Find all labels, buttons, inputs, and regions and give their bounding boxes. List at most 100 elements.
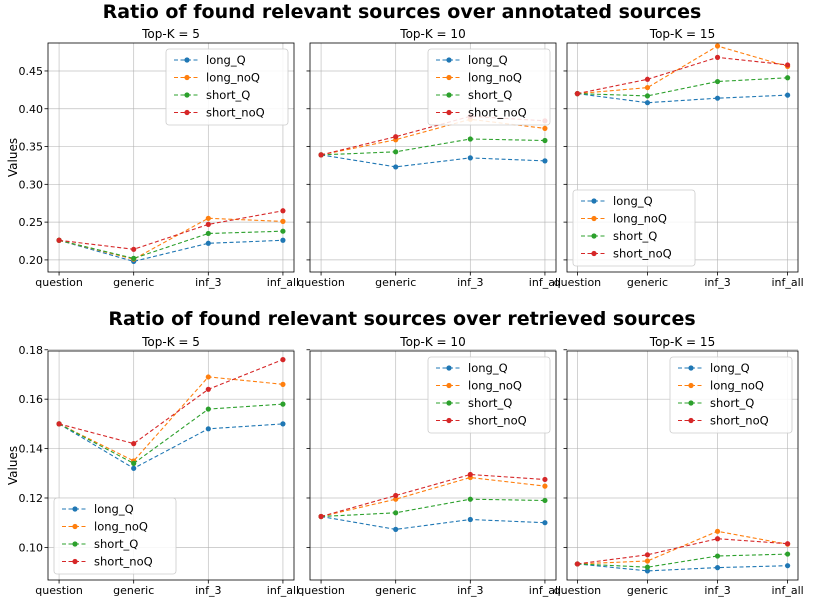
data-point-short_noQ [574,91,580,97]
series-line-short_Q [577,553,788,568]
legend-swatch-marker [446,382,452,389]
legend-swatch-marker [688,365,694,371]
data-point-short_noQ [56,237,62,243]
x-tick-label: inf_all [267,584,299,597]
data-point-short_noQ [467,471,473,478]
legend-swatch-marker [591,198,597,204]
legend: long_Q long_noQ short_Q short_noQ [572,189,696,267]
legend-label: long_noQ [613,212,667,226]
data-point-short_Q [131,460,137,467]
legend-swatch-marker [591,233,597,239]
data-point-short_Q [393,149,399,155]
legend-swatch-marker [688,417,694,424]
x-tick-label: generic [627,276,668,289]
axes-frame [309,350,557,581]
legend: long_Q long_noQ short_Q short_noQ [165,48,289,126]
data-point-long_noQ [714,528,721,534]
subplot-title: Top-K = 15 [649,27,715,41]
legend-label: long_Q [468,53,508,67]
data-point-long_noQ [280,381,286,387]
legend-box [669,356,793,434]
data-point-long_Q [785,563,791,569]
legend-swatch-marker [184,92,190,98]
legend-swatch-marker [446,109,452,116]
legend-label: long_Q [710,361,750,375]
legend-swatch-marker [446,92,452,98]
data-point-long_Q [467,516,473,523]
data-point-short_noQ [393,134,399,140]
legend-label: short_Q [468,396,512,410]
legend-label: short_noQ [94,555,153,569]
legend-swatch-marker [591,215,597,222]
x-tick-label: generic [375,276,416,289]
data-point-long_Q [785,92,791,98]
data-point-short_noQ [714,536,721,542]
series-line-long_Q [58,423,283,469]
y-tick-label: 0.14 [19,443,44,456]
axes-frame [566,42,799,273]
series-line-long_noQ [320,476,545,518]
data-point-short_Q [467,496,473,502]
data-point-long_Q [393,164,399,170]
legend-swatch-marker [688,400,694,406]
legend-swatch-marker [446,74,452,81]
x-tick-label: inf_3 [457,584,483,597]
data-point-short_Q [644,564,651,570]
data-point-short_noQ [280,357,286,363]
data-point-short_Q [542,137,548,144]
y-tick-label: 0.12 [19,492,44,505]
data-point-long_noQ [393,496,399,502]
series-line-long_Q [321,515,545,530]
data-point-short_noQ [714,54,721,60]
legend-swatch-marker [446,57,452,63]
legend-label: short_noQ [206,106,265,120]
x-tick-label: inf_3 [704,276,730,289]
series-line-long_noQ [577,530,788,565]
x-tick-label: inf_3 [195,584,221,597]
x-tick-label: question [554,584,602,597]
x-tick-label: generic [113,276,154,289]
y-axis-label: Values [6,446,20,485]
x-tick-label: question [35,584,83,597]
axes-frame [566,350,799,581]
data-point-short_noQ [280,208,286,214]
series-line-short_noQ [59,210,283,250]
series-line-short_Q [321,138,545,156]
legend-box [427,48,551,126]
data-point-long_noQ [542,125,548,132]
x-tick-label: inf_all [529,276,561,289]
series-line-short_Q [577,77,788,97]
series-line-short_Q [58,403,283,465]
legend-label: long_Q [206,53,246,67]
legend-label: short_Q [710,396,754,410]
data-point-long_Q [280,421,286,427]
x-tick-label: question [297,276,345,289]
y-axis-label: Values [6,138,20,177]
legend-label: long_noQ [206,71,260,85]
x-tick-label: inf_3 [704,584,730,597]
data-point-long_Q [205,240,211,246]
y-tick-label: 0.30 [19,178,44,191]
data-point-short_noQ [205,386,211,392]
legend-swatch-marker [72,523,78,530]
legend-swatch-marker [184,109,190,116]
data-point-long_Q [644,100,651,106]
x-tick-label: inf_all [771,584,803,597]
data-point-short_Q [542,497,548,504]
legend-swatch-marker [446,400,452,406]
subplot-title: Top-K = 10 [399,27,465,41]
legend-swatch-marker [72,506,78,512]
axes-frame [47,350,295,581]
data-point-long_noQ [714,43,721,49]
data-point-long_Q [280,237,286,243]
legend-swatch-marker [72,541,78,547]
legend-swatch-marker [446,365,452,371]
subplot-title: Top-K = 10 [399,335,465,349]
data-point-short_noQ [785,541,791,547]
legend: long_Q long_noQ short_Q short_noQ [53,497,177,575]
x-tick-label: question [297,584,345,597]
chart-title-retrieved: Ratio of found relevant sources over ret… [108,308,695,330]
legend-box [165,48,289,126]
series-line-long_noQ [58,217,283,260]
